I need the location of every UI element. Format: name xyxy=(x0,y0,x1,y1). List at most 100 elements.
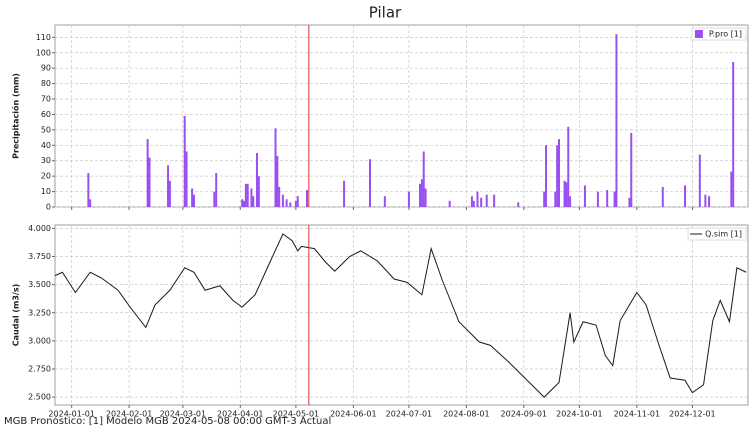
bar xyxy=(294,200,297,207)
bar xyxy=(306,190,308,207)
bar xyxy=(493,194,496,207)
bar xyxy=(383,196,386,207)
x-tick-label: 2024-07-01 xyxy=(386,410,433,419)
y-tick-label: 4.000 xyxy=(28,224,51,233)
y-tick-label: 20 xyxy=(41,172,51,181)
y-tick-label: 100 xyxy=(36,48,51,57)
footer: MGB Pronóstico: [1] Modelo MGB 2024-05-0… xyxy=(4,415,331,427)
bar xyxy=(289,202,292,207)
bar xyxy=(545,145,548,207)
bar xyxy=(276,156,279,207)
bar xyxy=(684,185,686,207)
bar xyxy=(192,194,195,207)
bar xyxy=(554,191,557,207)
bar xyxy=(285,199,288,207)
legend-label: Q.sim [1] xyxy=(705,230,742,239)
y-tick-label: 90 xyxy=(41,64,51,73)
bar xyxy=(167,165,170,207)
bar xyxy=(630,132,633,207)
bar xyxy=(563,180,566,207)
bar xyxy=(148,157,151,207)
legend-label: P.pro [1] xyxy=(709,30,742,39)
y-tick-label: 3.750 xyxy=(28,252,51,261)
bar xyxy=(558,139,560,207)
bar xyxy=(257,176,260,207)
x-tick-label: 2024-12-01 xyxy=(669,410,716,419)
bar xyxy=(543,191,546,207)
bar xyxy=(168,180,171,207)
y-axis-label: Precipitación (mm) xyxy=(11,73,21,159)
bar xyxy=(255,153,258,207)
y-tick-label: 3.000 xyxy=(28,336,51,345)
bar xyxy=(565,182,568,207)
bar xyxy=(146,139,149,207)
bar xyxy=(698,154,701,207)
bar xyxy=(424,188,427,207)
bar xyxy=(615,34,618,207)
bar xyxy=(185,151,188,207)
plot-frame xyxy=(54,224,749,406)
x-tick-label: 2024-05-01 xyxy=(273,410,320,419)
bar xyxy=(704,194,707,207)
bar xyxy=(732,62,735,207)
bar xyxy=(278,186,281,207)
y-tick-label: 50 xyxy=(41,125,51,134)
bar xyxy=(628,197,631,207)
bar xyxy=(407,191,410,207)
bar xyxy=(517,202,520,207)
x-tick-label: 2024-10-01 xyxy=(556,410,603,419)
bar xyxy=(89,199,92,207)
bar xyxy=(476,191,479,207)
bar xyxy=(246,183,249,207)
bar xyxy=(183,116,186,207)
y-tick-label: 60 xyxy=(41,110,51,119)
bar xyxy=(281,194,284,207)
bar xyxy=(613,191,616,207)
bar xyxy=(296,196,299,207)
bar xyxy=(241,199,244,207)
legend-swatch xyxy=(694,30,703,38)
bar xyxy=(606,190,609,207)
x-tick-label: 2024-06-01 xyxy=(330,410,377,419)
bar xyxy=(215,173,218,207)
y-tick-label: 30 xyxy=(41,156,51,165)
y-tick-label: 2.750 xyxy=(28,365,51,374)
x-tick-label: 2024-11-01 xyxy=(614,410,661,419)
bar xyxy=(569,196,572,207)
y-tick-label: 2.500 xyxy=(28,393,51,402)
y-tick-label: 80 xyxy=(41,79,51,88)
bar xyxy=(244,183,247,207)
bar xyxy=(243,200,245,207)
bar xyxy=(274,128,277,207)
bar xyxy=(480,197,483,207)
legend-box xyxy=(691,27,747,41)
legend-box xyxy=(687,227,747,241)
y-tick-label: 110 xyxy=(36,33,51,42)
y-tick-label: 70 xyxy=(41,95,51,104)
bar xyxy=(419,183,422,207)
x-tick-label: 2024-09-01 xyxy=(501,410,548,419)
bar xyxy=(472,200,475,207)
y-tick-label: 10 xyxy=(41,187,51,196)
bar xyxy=(252,196,255,207)
bar xyxy=(343,180,346,207)
bar xyxy=(661,186,664,207)
bar xyxy=(567,126,570,207)
bar xyxy=(420,179,423,207)
bar xyxy=(485,194,488,207)
y-tick-label: 40 xyxy=(41,141,51,150)
y-tick-label: 0 xyxy=(46,203,51,212)
bar xyxy=(191,188,194,207)
x-tick-label: 2024-08-01 xyxy=(443,410,490,419)
bar xyxy=(708,196,711,207)
bar xyxy=(87,173,90,207)
bar xyxy=(556,145,559,207)
bar xyxy=(583,185,586,207)
bar xyxy=(369,159,371,207)
bar xyxy=(213,191,216,207)
x-tick-label: 2024-02-01 xyxy=(106,410,153,419)
x-tick-label: 2024-04-01 xyxy=(217,410,264,419)
y-tick-label: 3.500 xyxy=(28,280,51,289)
bar xyxy=(448,200,451,207)
